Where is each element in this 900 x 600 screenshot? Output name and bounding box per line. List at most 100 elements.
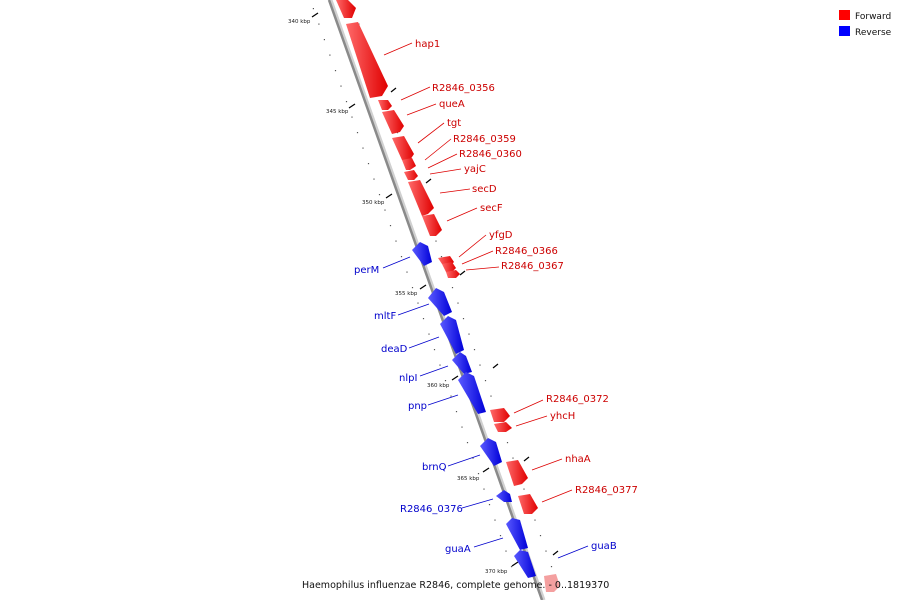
minor-tick-dot: [428, 333, 430, 335]
tick-label: 350 kbp: [362, 200, 385, 206]
gene-label-r2846-0377[interactable]: R2846_0377: [575, 485, 638, 496]
gene-label-r2846-0356[interactable]: R2846_0356: [432, 83, 495, 94]
gene-arrow[interactable]: [506, 460, 528, 486]
gene-arrow[interactable]: [506, 518, 528, 550]
leader-line: [439, 188, 471, 194]
gene-arrow[interactable]: [518, 494, 538, 514]
gene-arrow[interactable]: [346, 22, 388, 98]
gene-arrow[interactable]: [496, 490, 512, 502]
gene-label-yhch[interactable]: yhcH: [550, 411, 575, 422]
gene-label-brnq[interactable]: brnQ: [422, 462, 447, 473]
gene-label-secf[interactable]: secF: [480, 203, 503, 214]
leader-line: [400, 86, 431, 101]
gene-label-r2846-0367[interactable]: R2846_0367: [501, 261, 564, 272]
minor-tick-dot: [455, 411, 458, 413]
gene-arrow[interactable]: [378, 100, 392, 110]
gene-label-r2846-0366[interactable]: R2846_0366: [495, 246, 558, 257]
gene-arrow[interactable]: [428, 288, 452, 316]
tick-mark: [385, 193, 393, 199]
legend-label-forward: Forward: [855, 12, 891, 22]
tick-mark: [552, 550, 559, 556]
gene-label-r2846-0359[interactable]: R2846_0359: [453, 134, 516, 145]
gene-arrow[interactable]: [446, 270, 460, 278]
reverse-labels: perM mltF deaD nlpI pnp brnQ R2846_0376 …: [354, 256, 617, 559]
gene-label-hap1[interactable]: hap1: [415, 39, 440, 50]
minor-tick-dot: [356, 132, 359, 134]
leader-line: [461, 498, 494, 509]
gene-label-r2846-0372[interactable]: R2846_0372: [546, 394, 609, 405]
gene-label-yfgd[interactable]: yfgD: [489, 230, 513, 241]
forward-genes: [336, 0, 560, 592]
gene-arrow[interactable]: [440, 316, 464, 354]
gene-arrow[interactable]: [544, 574, 560, 592]
leader-line: [513, 399, 544, 414]
minor-tick-dot: [362, 147, 364, 149]
gene-arrow[interactable]: [490, 408, 510, 422]
gene-label-nlpi[interactable]: nlpI: [399, 373, 417, 384]
gene-arrow[interactable]: [442, 262, 456, 272]
tick-mark: [425, 178, 432, 184]
gene-arrow[interactable]: [514, 550, 536, 578]
minor-tick-dot: [373, 178, 375, 180]
tick-label: 365 kbp: [457, 476, 480, 482]
minor-tick-dot: [461, 426, 463, 428]
gene-label-nhaa[interactable]: nhaA: [565, 454, 591, 465]
minor-tick-dot: [512, 457, 514, 459]
leader-line: [424, 138, 452, 161]
minor-tick-dot: [499, 535, 502, 537]
gene-arrow[interactable]: [336, 0, 356, 18]
gene-label-r2846-0360[interactable]: R2846_0360: [459, 149, 522, 160]
minor-tick-dot: [484, 380, 487, 382]
leader-line: [429, 168, 462, 175]
gene-label-tgt[interactable]: tgt: [447, 118, 461, 129]
gene-arrow[interactable]: [408, 180, 434, 216]
minor-tick-dot: [505, 550, 507, 552]
scale-ticks: 340 kbp 345 kbp 350 kbp 355 kbp 360 kbp …: [288, 12, 559, 575]
gene-label-yajc[interactable]: yajC: [464, 164, 486, 175]
minor-tick-dot: [539, 535, 542, 537]
gene-arrow[interactable]: [382, 110, 404, 134]
tick-mark: [419, 284, 427, 290]
gene-label-guaa[interactable]: guaA: [445, 544, 471, 555]
gene-label-pnp[interactable]: pnp: [408, 401, 427, 412]
minor-tick-dot: [545, 550, 547, 552]
gene-label-quea[interactable]: queA: [439, 99, 465, 110]
minor-tick-dot: [439, 364, 441, 366]
tick-label: 345 kbp: [326, 109, 349, 115]
tick-mark: [492, 363, 499, 369]
gene-label-r2846-0376[interactable]: R2846_0376: [400, 504, 463, 515]
leader-line: [406, 103, 437, 116]
gene-label-mltf[interactable]: mltF: [374, 311, 396, 322]
gene-arrow[interactable]: [392, 136, 414, 160]
minor-tick-dot: [378, 194, 381, 196]
leader-line: [458, 234, 487, 258]
gene-arrow[interactable]: [422, 214, 442, 236]
minor-tick-dot: [422, 318, 425, 320]
leader-line: [465, 266, 500, 271]
gene-arrow[interactable]: [480, 438, 502, 466]
gene-label-secd[interactable]: secD: [472, 184, 497, 195]
gene-arrow[interactable]: [412, 242, 432, 266]
legend-swatch-forward: [839, 10, 850, 20]
gene-arrow[interactable]: [452, 352, 472, 374]
gene-label-perm[interactable]: perM: [354, 265, 379, 276]
gene-arrow[interactable]: [402, 158, 416, 170]
gene-arrow[interactable]: [494, 422, 512, 432]
minor-tick-dot: [451, 287, 454, 289]
gene-arrow[interactable]: [404, 170, 418, 180]
leader-line: [427, 394, 459, 406]
gene-label-guab[interactable]: guaB: [591, 541, 617, 552]
tick-mark: [451, 375, 459, 381]
leader-line: [417, 122, 445, 144]
leader-line: [447, 454, 481, 467]
minor-tick-dot: [395, 240, 397, 242]
gene-arrow[interactable]: [458, 372, 486, 414]
leader-line: [383, 42, 413, 56]
gene-label-dead[interactable]: deaD: [381, 344, 408, 355]
minor-tick-dot: [435, 240, 437, 242]
legend: Forward Reverse: [839, 10, 892, 38]
minor-tick-dot: [450, 395, 452, 397]
minor-tick-dot: [490, 395, 492, 397]
leader-line: [419, 365, 449, 377]
